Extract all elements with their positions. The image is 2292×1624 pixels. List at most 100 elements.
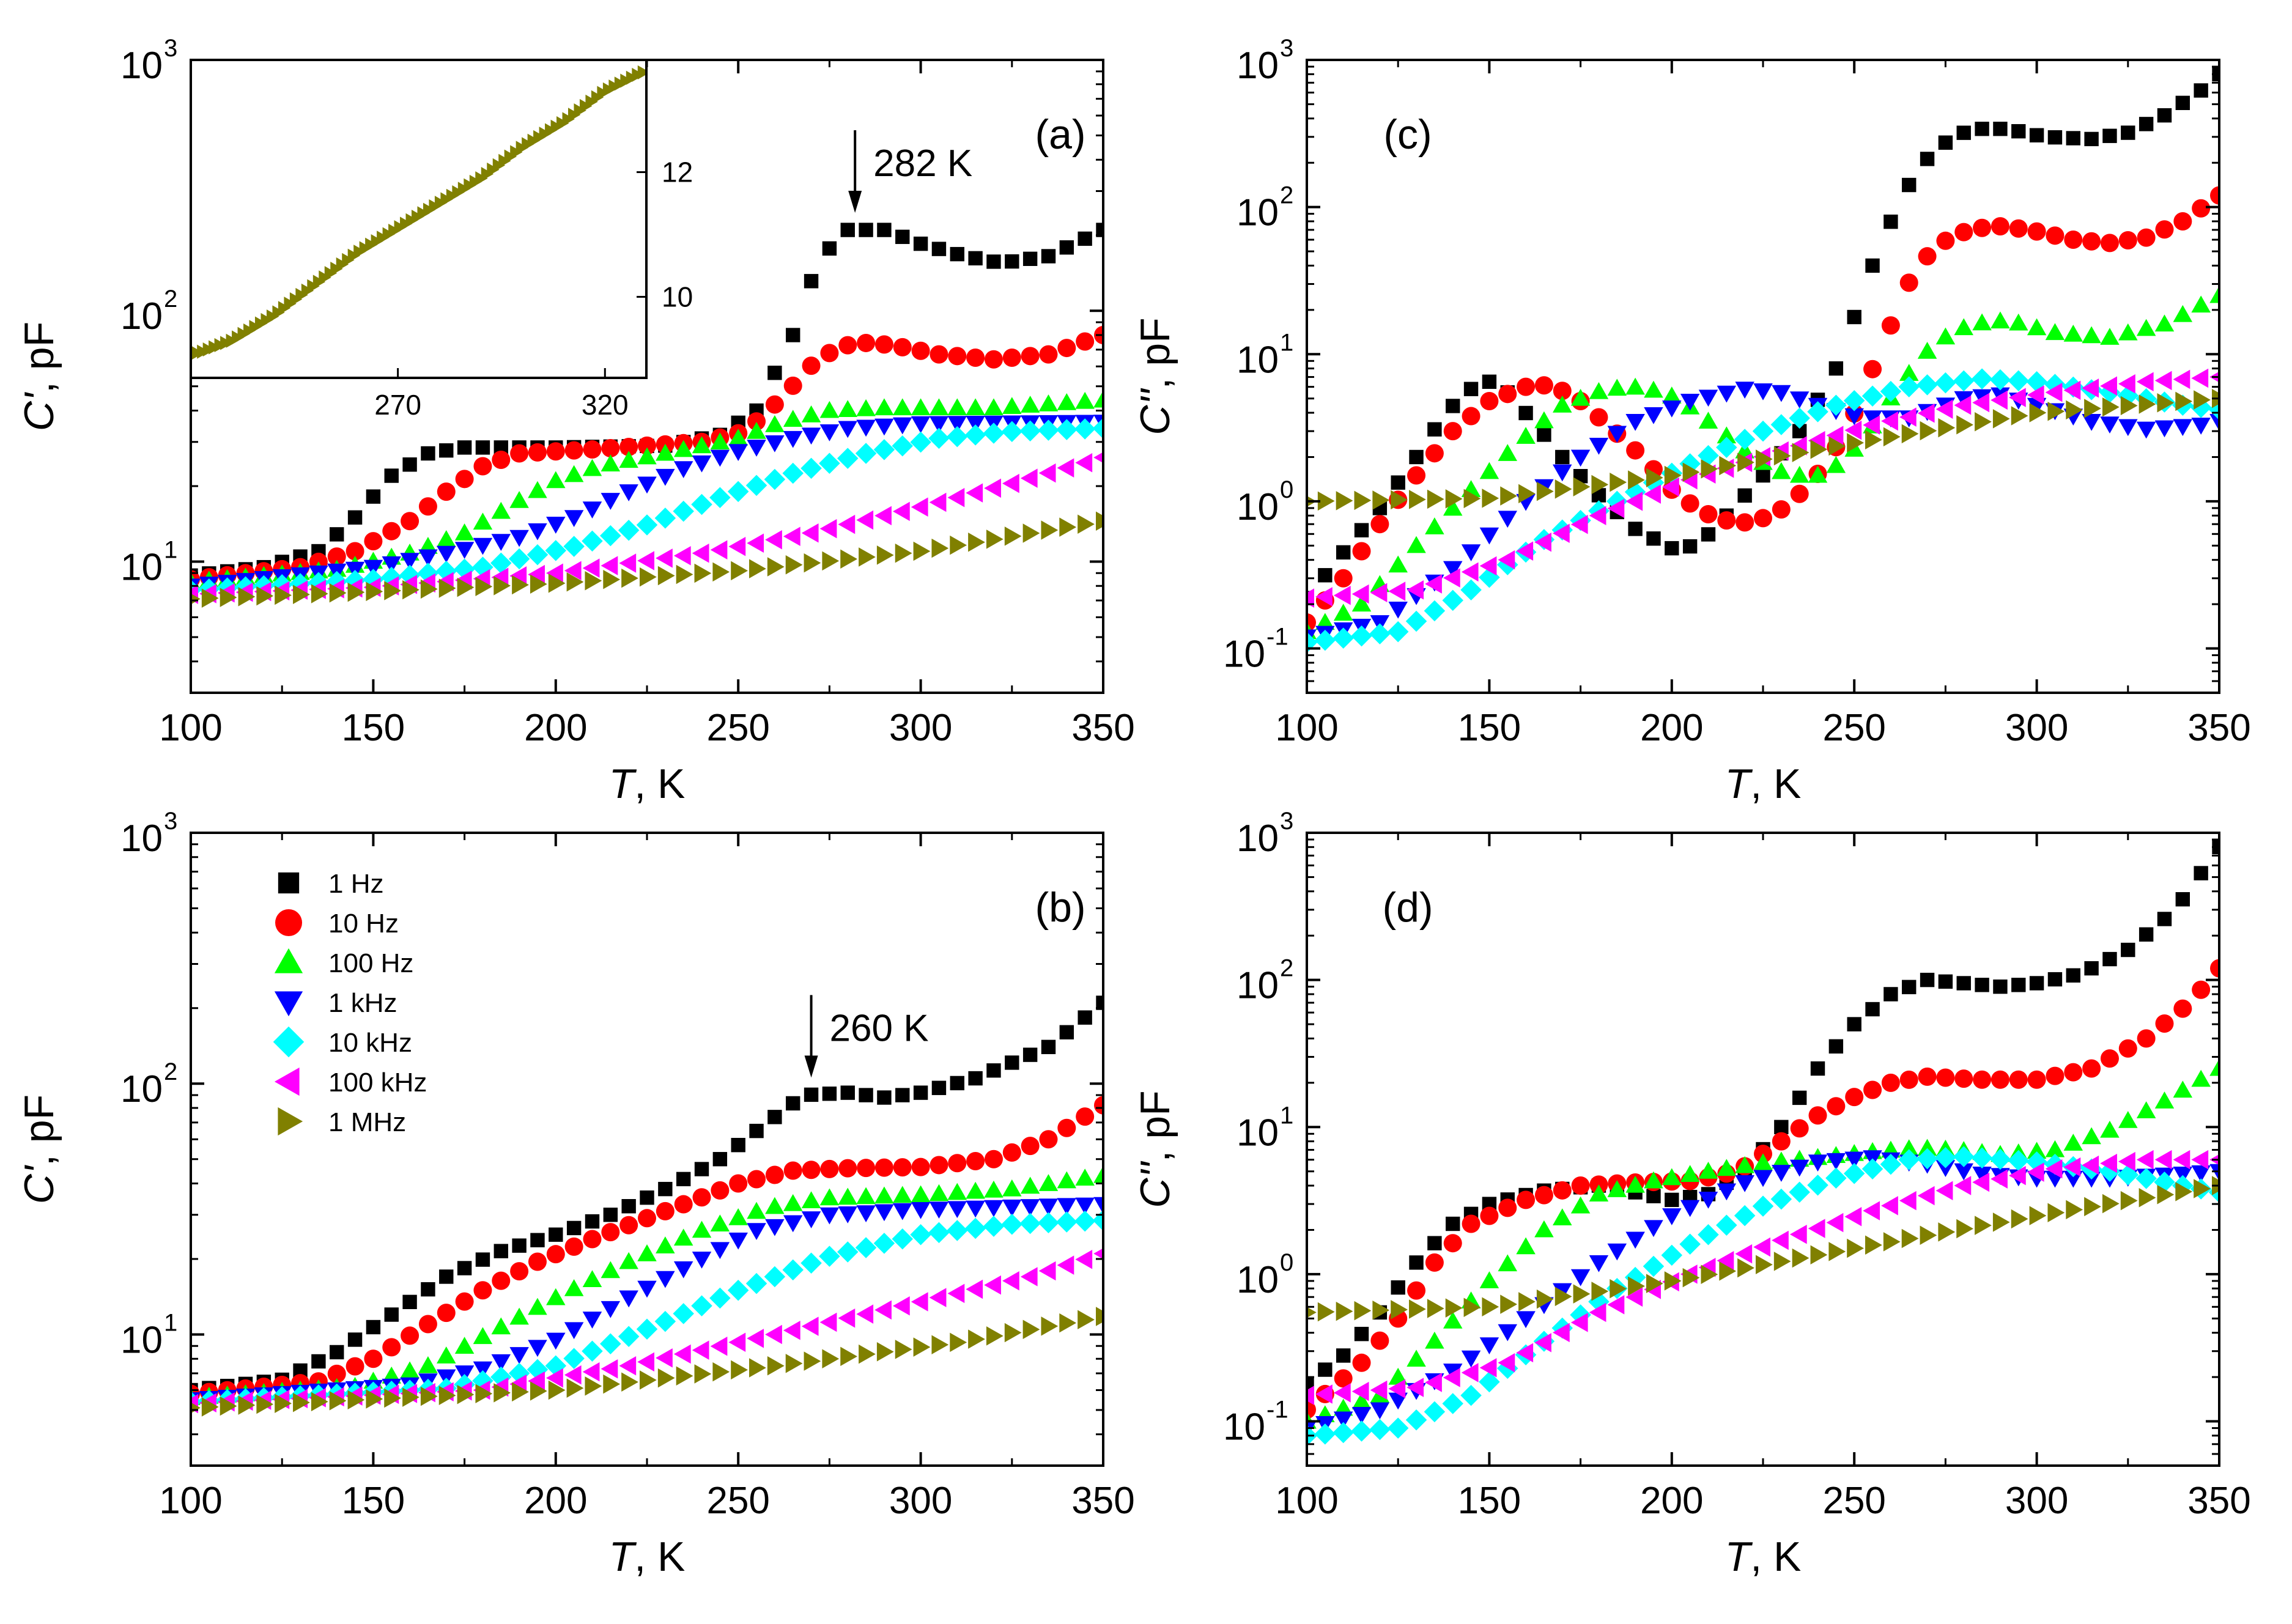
point-1-mhz <box>2084 399 2101 418</box>
point-100-hz <box>1020 396 1040 413</box>
point-1-khz <box>1789 391 1810 408</box>
point-1-hz <box>1391 1280 1405 1295</box>
point-1-mhz <box>201 588 219 608</box>
point-1-khz <box>1020 1199 1040 1216</box>
point-1-mhz <box>1391 1300 1408 1320</box>
point-1-khz <box>363 559 383 577</box>
point-1-mhz <box>968 1329 985 1349</box>
point-100-khz <box>801 1316 819 1336</box>
point-1-hz <box>347 1332 363 1347</box>
point-100-hz <box>418 1356 438 1373</box>
point-100-khz <box>819 519 837 539</box>
point-100-khz <box>1863 415 1880 435</box>
point-1-hz <box>1409 449 1424 465</box>
point-10-khz <box>1019 420 1041 441</box>
point-100-hz <box>838 400 857 418</box>
point-1-hz <box>585 1214 600 1229</box>
point-1-hz <box>859 1088 873 1102</box>
legend-marker-10-khz <box>273 1026 305 1058</box>
point-100-khz <box>1844 420 1862 440</box>
point-100-khz <box>1826 1212 1844 1233</box>
point-1-mhz <box>1427 489 1444 509</box>
point-100-hz <box>2100 1120 2120 1138</box>
point-100-khz <box>2191 368 2209 388</box>
point-1-hz <box>822 1087 837 1101</box>
point-100-khz <box>1826 426 1844 445</box>
point-1-khz <box>1333 1411 1353 1429</box>
point-1-mhz <box>1482 1297 1499 1317</box>
point-100-hz <box>1899 364 1919 381</box>
point-1-khz <box>382 556 401 574</box>
point-1-mhz <box>1883 1232 1901 1252</box>
point-1-hz <box>767 366 782 380</box>
point-100-hz <box>1899 1139 1919 1156</box>
point-10-hz <box>802 1161 821 1179</box>
point-1-khz <box>1443 1364 1463 1381</box>
point-1-hz <box>2066 968 2080 983</box>
data-layer <box>191 995 1103 1417</box>
point-100-khz <box>1553 523 1570 543</box>
point-1-mhz <box>785 1354 803 1373</box>
point-1-khz <box>1075 1197 1095 1215</box>
point-10-khz <box>636 514 658 536</box>
series-1-mhz <box>191 1307 1103 1417</box>
point-10-khz <box>1333 627 1354 649</box>
point-1-mhz <box>1427 1299 1444 1318</box>
point-1-khz <box>1698 1192 1718 1209</box>
point-1-mhz <box>749 1358 766 1378</box>
point-100-hz <box>2209 286 2219 303</box>
point-1-hz <box>330 527 344 542</box>
point-1-hz <box>2121 942 2135 958</box>
point-100-hz <box>947 1183 967 1200</box>
point-100-khz <box>1461 1363 1479 1382</box>
point-1-mhz <box>457 1384 475 1404</box>
point-1-hz <box>1865 1002 1880 1017</box>
point-1-hz <box>1318 1362 1333 1377</box>
point-100-khz <box>1388 1379 1406 1399</box>
point-100-hz <box>2136 319 2156 336</box>
point-10-hz <box>838 1159 857 1178</box>
point-10-hz <box>765 395 784 414</box>
point-10-khz <box>764 1266 786 1288</box>
y-tick-label: 10 <box>1237 1112 1279 1154</box>
point-100-hz <box>1789 465 1810 483</box>
point-100-hz <box>656 1236 675 1253</box>
point-1-khz <box>1351 1407 1372 1424</box>
point-1-mhz <box>1956 415 1973 435</box>
point-100-khz <box>1625 492 1643 511</box>
point-1-mhz <box>585 1376 602 1396</box>
point-100-khz <box>911 497 928 517</box>
point-100-khz <box>1972 1172 1990 1192</box>
point-10-hz <box>510 1262 529 1281</box>
point-1-hz <box>1956 125 1971 140</box>
point-100-khz <box>2045 1159 2063 1179</box>
point-1-khz <box>929 1201 949 1219</box>
point-10-hz <box>1717 511 1736 530</box>
point-100-hz <box>783 410 803 427</box>
x-axis-label: T, K <box>609 1534 686 1580</box>
point-1-mhz <box>1554 1286 1572 1307</box>
point-1-hz <box>1884 987 1898 1002</box>
point-10-khz <box>764 468 786 490</box>
point-10-hz <box>1790 1119 1809 1138</box>
point-10-khz <box>600 1333 621 1355</box>
point-10-khz <box>1333 1422 1354 1444</box>
point-100-khz <box>673 1344 691 1364</box>
point-1-hz <box>402 1294 417 1310</box>
point-1-mhz <box>731 1360 748 1380</box>
point-10-hz <box>729 1174 748 1193</box>
point-100-khz <box>783 1321 800 1340</box>
point-100-hz <box>1388 1367 1408 1385</box>
point-1-mhz <box>895 1340 912 1359</box>
point-1-khz <box>783 1215 803 1233</box>
point-10-hz <box>1936 1068 1955 1087</box>
point-1-hz <box>2011 978 2026 992</box>
point-10-khz <box>1770 1188 1792 1210</box>
series-10-hz <box>191 326 1103 589</box>
x-tick-label: 350 <box>2187 707 2250 749</box>
y-axis-unit: , pF <box>16 1094 62 1166</box>
y-tick-exponent: -1 <box>1266 1397 1288 1423</box>
point-100-hz <box>1662 1168 1682 1186</box>
point-1-khz <box>1717 1183 1737 1201</box>
